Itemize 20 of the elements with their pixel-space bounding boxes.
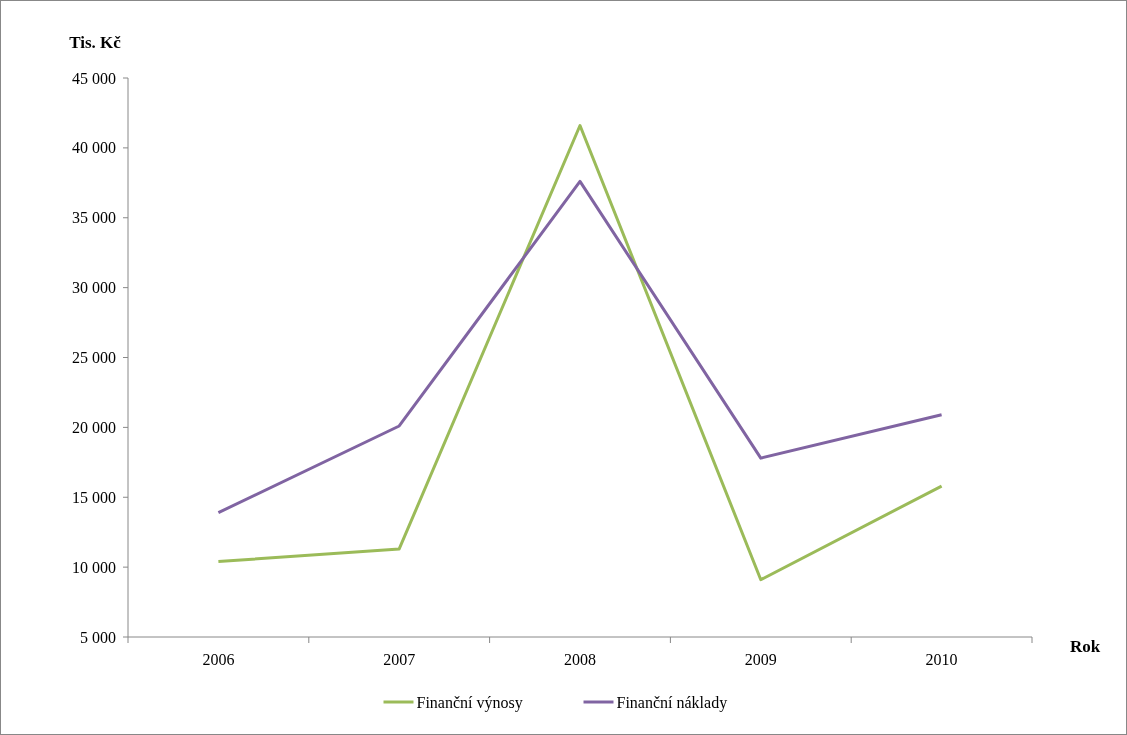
y-tick-label: 10 000 (72, 558, 116, 576)
legend-label: Finanční náklady (616, 693, 728, 712)
x-tick-label: 2006 (202, 651, 235, 668)
line-series (216, 179, 944, 515)
y-tick-label: 15 000 (72, 488, 116, 506)
y-tick-label: 25 000 (72, 349, 116, 367)
x-tick-label: 2009 (744, 651, 777, 668)
x-tick-label: 2010 (925, 651, 958, 668)
y-tick-label: 30 000 (72, 279, 116, 297)
y-tick-label: 45 000 (72, 69, 116, 87)
x-tick-label: 2008 (564, 651, 596, 668)
x-tick-label: 2007 (383, 651, 416, 668)
legend-label: Finanční výnosy (416, 693, 523, 712)
y-tick-label: 35 000 (72, 209, 116, 227)
y-tick-label: 5 000 (80, 628, 116, 646)
y-tick-label: 40 000 (72, 139, 116, 157)
y-axis-title: Tis. Kč (69, 33, 122, 52)
y-tick-label: 20 000 (72, 418, 116, 436)
x-axis-title: Rok (1069, 637, 1101, 656)
line-series (216, 124, 944, 582)
